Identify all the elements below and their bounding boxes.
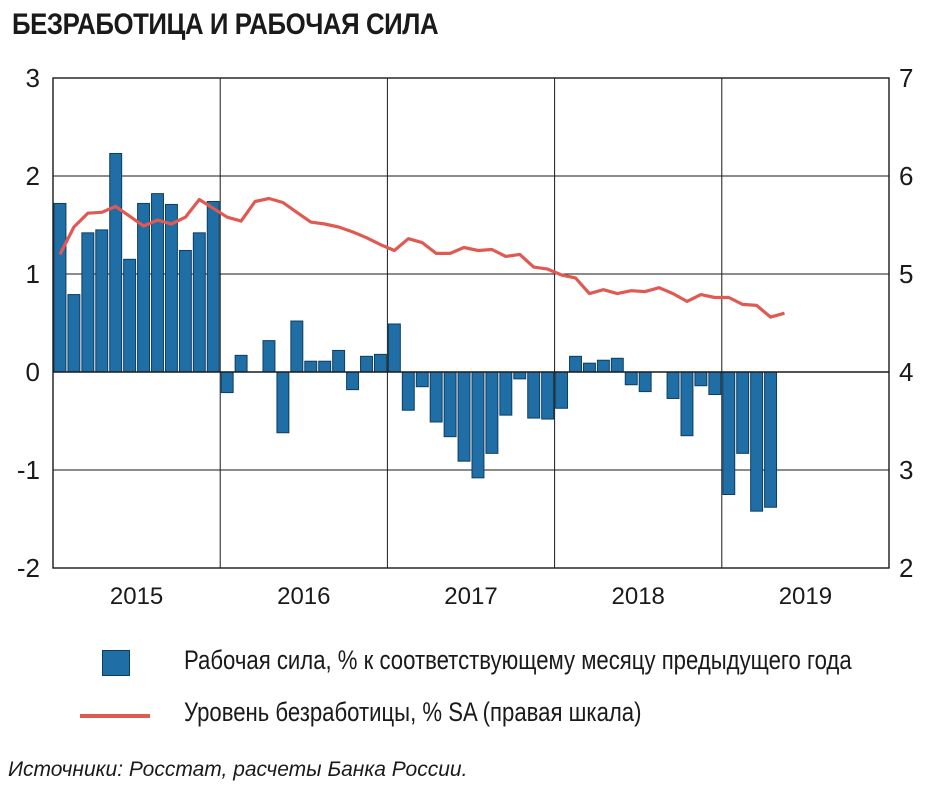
- bar: [206, 200, 220, 373]
- bar: [262, 340, 276, 373]
- right-tick-label: 2: [899, 553, 913, 583]
- bar: [192, 232, 206, 373]
- x-tick-label: 2019: [779, 583, 832, 610]
- bar: [415, 371, 429, 388]
- left-tick-label: 1: [26, 259, 40, 289]
- bar: [95, 229, 109, 373]
- x-tick-label: 2018: [612, 583, 665, 610]
- left-tick-label: -2: [17, 553, 40, 583]
- bar: [457, 371, 471, 462]
- bar: [596, 359, 610, 373]
- bar: [387, 323, 401, 373]
- unemployment-line: [58, 196, 785, 319]
- bar: [541, 371, 555, 420]
- left-axis: 3 2 1 0 -1 -2: [17, 63, 40, 583]
- bar: [624, 371, 638, 386]
- legend-label-labor-force: Рабочая сила, % к соответствующему месяц…: [184, 645, 852, 675]
- left-tick-label: -1: [17, 455, 40, 485]
- bar: [443, 371, 457, 438]
- bar: [164, 203, 178, 373]
- chart-title: БЕЗРАБОТИЦА И РАБОЧАЯ СИЛА: [12, 8, 439, 41]
- bar: [346, 371, 360, 391]
- source-note: Источники: Росстат, расчеты Банка России…: [8, 758, 468, 781]
- x-tick-label: 2017: [444, 583, 497, 610]
- right-tick-label: 3: [899, 455, 913, 485]
- bar: [234, 354, 248, 373]
- legend-line-swatch: [80, 714, 150, 718]
- legend-label-unemployment: Уровень безработицы, % SA (правая шкала): [184, 697, 642, 727]
- right-axis: 7 6 5 4 3 2: [899, 63, 913, 583]
- bar: [471, 371, 485, 479]
- bar: [123, 258, 137, 373]
- chart-svg: 3 2 1 0 -1 -2 7 6 5 4 3 2 2015 2016 2017 2018 2019: [17, 63, 914, 610]
- bar: [373, 353, 387, 373]
- bar: [694, 371, 708, 387]
- bar: [513, 371, 527, 380]
- bar: [53, 202, 67, 373]
- bar: [137, 202, 151, 373]
- bar: [582, 362, 596, 373]
- bar: [429, 371, 443, 423]
- bar: [401, 371, 415, 411]
- right-tick-label: 4: [899, 357, 913, 387]
- legend-item-unemployment: Уровень безработицы, % SA (правая шкала): [80, 697, 920, 733]
- bar: [109, 152, 123, 373]
- bar: [178, 249, 192, 373]
- bar: [666, 371, 680, 399]
- left-tick-label: 3: [26, 63, 40, 93]
- legend-bar-swatch: [102, 650, 130, 676]
- bar: [276, 371, 290, 434]
- x-tick-label: 2016: [277, 583, 330, 610]
- bar: [527, 371, 541, 419]
- legend-item-labor-force: Рабочая сила, % к соответствующему месяц…: [80, 645, 920, 681]
- bar: [680, 371, 694, 437]
- bar: [708, 371, 722, 396]
- left-tick-label: 2: [26, 161, 40, 191]
- bar: [569, 355, 582, 373]
- right-tick-label: 7: [899, 63, 913, 93]
- bar: [638, 371, 652, 393]
- right-tick-label: 5: [899, 259, 913, 289]
- bar: [220, 371, 234, 394]
- bar: [722, 371, 736, 495]
- bar: [750, 371, 764, 512]
- bar: [318, 360, 332, 373]
- plot-frame: [52, 77, 890, 569]
- bar: [81, 232, 95, 373]
- bar: [360, 355, 373, 373]
- bar: [67, 294, 81, 373]
- bar: [290, 320, 304, 373]
- bar: [485, 371, 499, 454]
- bar: [764, 371, 778, 508]
- bar: [736, 371, 750, 454]
- x-tick-label: 2015: [110, 583, 163, 610]
- bar: [304, 360, 318, 373]
- right-tick-label: 6: [899, 161, 913, 191]
- bar-series: [53, 152, 778, 512]
- bar: [332, 349, 346, 373]
- bar: [499, 371, 513, 416]
- bar: [610, 357, 624, 373]
- x-axis: 2015 2016 2017 2018 2019: [110, 583, 832, 610]
- grid: [53, 78, 889, 568]
- bar: [555, 371, 569, 409]
- left-tick-label: 0: [26, 357, 40, 387]
